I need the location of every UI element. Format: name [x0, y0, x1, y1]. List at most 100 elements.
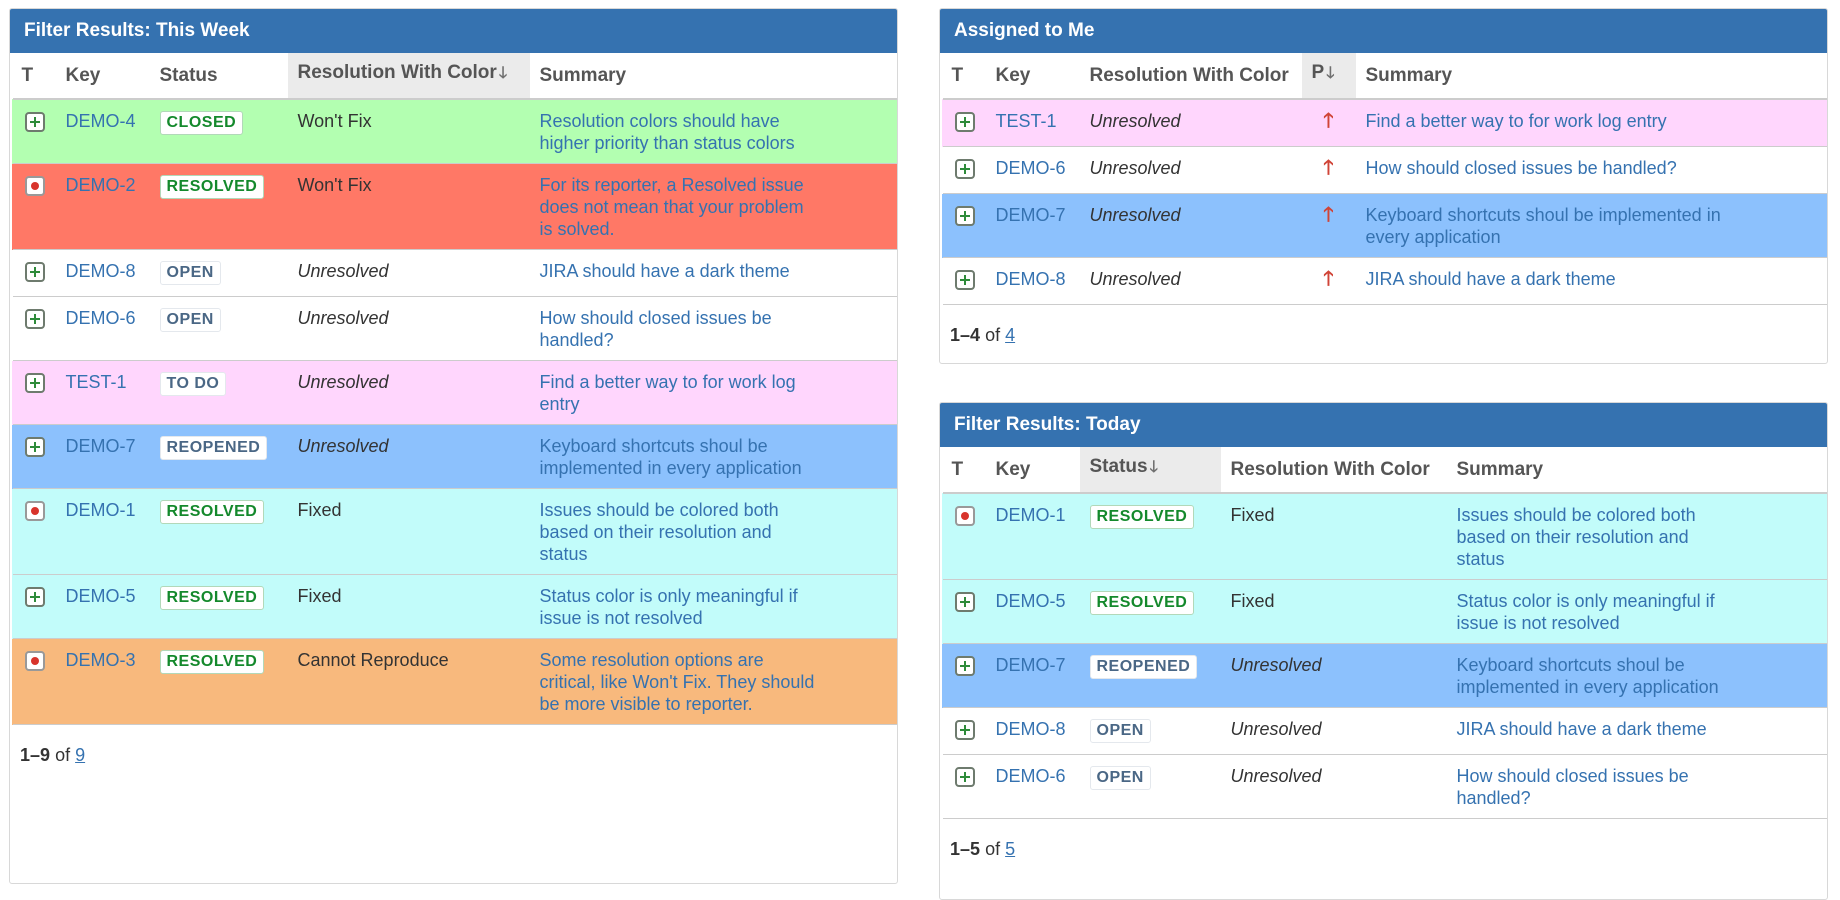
- table-row[interactable]: DEMO-7 Unresolved 🡑 Keyboard shortcuts shou…: [941, 193, 1827, 258]
- summary-link[interactable]: Keyboard shortcuts shoul be implemented …: [539, 436, 802, 478]
- issue-key-link[interactable]: DEMO-4: [65, 111, 136, 131]
- improvement-icon[interactable]: [25, 262, 45, 282]
- summary-link[interactable]: JIRA should have a dark theme: [1456, 719, 1707, 739]
- summary-link[interactable]: JIRA should have a dark theme: [1365, 269, 1616, 289]
- column-header-priority[interactable]: P 🡓: [1301, 53, 1356, 100]
- summary-link[interactable]: Find a better way to for work log entry: [1365, 111, 1667, 131]
- issue-key-link[interactable]: DEMO-8: [65, 261, 136, 281]
- issue-key-link[interactable]: DEMO-7: [995, 655, 1066, 675]
- summary-link[interactable]: Issues should be colored both based on t…: [1456, 505, 1696, 569]
- column-header-type[interactable]: T: [941, 447, 986, 494]
- pagination-of: of: [55, 745, 71, 765]
- table-row[interactable]: DEMO-4 CLOSED Won't Fix Resolution colors s…: [11, 99, 897, 164]
- key-cell: DEMO-5: [55, 574, 150, 639]
- key-cell: DEMO-8: [55, 249, 150, 297]
- column-header-key[interactable]: Key: [55, 53, 150, 100]
- table-row[interactable]: DEMO-1 RESOLVED Fixed Issues should be colo…: [11, 488, 897, 575]
- improvement-icon[interactable]: [955, 656, 975, 676]
- gadget-title[interactable]: Filter Results: This Week: [10, 9, 897, 53]
- summary-link[interactable]: How should closed issues be handled?: [1456, 766, 1689, 808]
- issue-key-link[interactable]: DEMO-8: [995, 269, 1066, 289]
- table-row[interactable]: TEST-1 Unresolved 🡑 Find a better way to fo…: [941, 99, 1827, 147]
- improvement-icon[interactable]: [955, 206, 975, 226]
- column-header-status[interactable]: Status 🡓: [1079, 447, 1221, 494]
- improvement-icon[interactable]: [955, 112, 975, 132]
- pagination-total-link[interactable]: 5: [1005, 839, 1016, 859]
- gadget-title[interactable]: Assigned to Me: [940, 9, 1827, 53]
- issue-key-link[interactable]: DEMO-1: [995, 505, 1066, 525]
- table-row[interactable]: DEMO-8 Unresolved 🡑 JIRA should have a dark…: [941, 257, 1827, 305]
- table-row[interactable]: DEMO-8 OPEN Unresolved JIRA should have a d…: [941, 707, 1827, 755]
- summary-link[interactable]: Find a better way to for work log entry: [539, 372, 796, 414]
- issue-key-link[interactable]: DEMO-1: [65, 500, 136, 520]
- summary-link[interactable]: Status color is only meaningful if issue…: [539, 586, 798, 628]
- issue-key-link[interactable]: DEMO-6: [65, 308, 136, 328]
- summary-link[interactable]: Resolution colors should have higher pri…: [539, 111, 795, 153]
- pagination-total-link[interactable]: 9: [75, 745, 86, 765]
- column-header-type[interactable]: T: [11, 53, 56, 100]
- table-row[interactable]: DEMO-5 RESOLVED Fixed Status color is only …: [941, 579, 1827, 644]
- column-header-summary[interactable]: Summary: [1355, 53, 1736, 100]
- summary-link[interactable]: Some resolution options are critical, li…: [539, 650, 815, 714]
- bug-icon[interactable]: [25, 501, 45, 521]
- summary-link[interactable]: Keyboard shortcuts shoul be implemented …: [1456, 655, 1719, 697]
- table-row[interactable]: DEMO-8 OPEN Unresolved JIRA should have a d…: [11, 249, 897, 297]
- improvement-icon[interactable]: [25, 112, 45, 132]
- column-header-resolution[interactable]: Resolution With Color: [1079, 53, 1302, 100]
- type-cell: [11, 574, 56, 639]
- summary-link[interactable]: How should closed issues be handled?: [1365, 158, 1677, 178]
- type-cell: [11, 424, 56, 489]
- summary-link[interactable]: JIRA should have a dark theme: [539, 261, 790, 281]
- summary-link[interactable]: Keyboard shortcuts shoul be implemented …: [1365, 205, 1721, 247]
- gadget-title[interactable]: Filter Results: Today: [940, 403, 1827, 447]
- table-row[interactable]: DEMO-6 OPEN Unresolved How should closed is…: [941, 754, 1827, 819]
- pagination-total-link[interactable]: 4: [1005, 325, 1016, 345]
- improvement-icon[interactable]: [25, 309, 45, 329]
- summary-cell: Keyboard shortcuts shoul be implemented …: [1355, 193, 1736, 258]
- improvement-icon[interactable]: [955, 270, 975, 290]
- column-header-key[interactable]: Key: [985, 447, 1080, 494]
- table-row[interactable]: DEMO-1 RESOLVED Fixed Issues should be colo…: [941, 493, 1827, 580]
- improvement-icon[interactable]: [955, 592, 975, 612]
- issue-key-link[interactable]: DEMO-6: [995, 158, 1066, 178]
- issue-key-link[interactable]: TEST-1: [65, 372, 127, 392]
- table-row[interactable]: DEMO-6 Unresolved 🡑 How should closed issue…: [941, 146, 1827, 194]
- table-row[interactable]: DEMO-6 OPEN Unresolved How should closed is…: [11, 296, 897, 361]
- issue-key-link[interactable]: DEMO-2: [65, 175, 136, 195]
- column-header-resolution[interactable]: Resolution With Color 🡓: [287, 53, 530, 100]
- column-header-status[interactable]: Status: [149, 53, 288, 100]
- issue-key-link[interactable]: DEMO-7: [65, 436, 136, 456]
- improvement-icon[interactable]: [25, 587, 45, 607]
- table-row[interactable]: DEMO-7 REOPENED Unresolved Keyboard shortcu…: [941, 643, 1827, 708]
- summary-link[interactable]: For its reporter, a Resolved issue does …: [539, 175, 804, 239]
- issue-key-link[interactable]: TEST-1: [995, 111, 1057, 131]
- issue-key-link[interactable]: DEMO-3: [65, 650, 136, 670]
- column-header-key[interactable]: Key: [985, 53, 1080, 100]
- improvement-icon[interactable]: [955, 159, 975, 179]
- improvement-icon[interactable]: [25, 373, 45, 393]
- summary-link[interactable]: Status color is only meaningful if issue…: [1456, 591, 1715, 633]
- issue-key-link[interactable]: DEMO-8: [995, 719, 1066, 739]
- table-row[interactable]: DEMO-2 RESOLVED Won't Fix For its reporter,…: [11, 163, 897, 250]
- improvement-icon[interactable]: [955, 720, 975, 740]
- summary-link[interactable]: Issues should be colored both based on t…: [539, 500, 779, 564]
- summary-link[interactable]: How should closed issues be handled?: [539, 308, 772, 350]
- table-row[interactable]: DEMO-7 REOPENED Unresolved Keyboard shortcu…: [11, 424, 897, 489]
- bug-icon[interactable]: [25, 651, 45, 671]
- gadget-title-text: Filter Results: Today: [954, 414, 1141, 435]
- improvement-icon[interactable]: [25, 437, 45, 457]
- table-row[interactable]: TEST-1 TO DO Unresolved Find a better way t…: [11, 360, 897, 425]
- bug-icon[interactable]: [955, 506, 975, 526]
- bug-icon[interactable]: [25, 176, 45, 196]
- issue-key-link[interactable]: DEMO-6: [995, 766, 1066, 786]
- column-header-resolution[interactable]: Resolution With Color: [1220, 447, 1447, 494]
- column-header-summary[interactable]: Summary: [529, 53, 830, 100]
- issue-key-link[interactable]: DEMO-7: [995, 205, 1066, 225]
- column-header-type[interactable]: T: [941, 53, 986, 100]
- table-row[interactable]: DEMO-3 RESOLVED Cannot Reproduce Some resol…: [11, 638, 897, 725]
- issue-key-link[interactable]: DEMO-5: [995, 591, 1066, 611]
- table-row[interactable]: DEMO-5 RESOLVED Fixed Status color is only …: [11, 574, 897, 639]
- issue-key-link[interactable]: DEMO-5: [65, 586, 136, 606]
- column-header-summary[interactable]: Summary: [1446, 447, 1747, 494]
- improvement-icon[interactable]: [955, 767, 975, 787]
